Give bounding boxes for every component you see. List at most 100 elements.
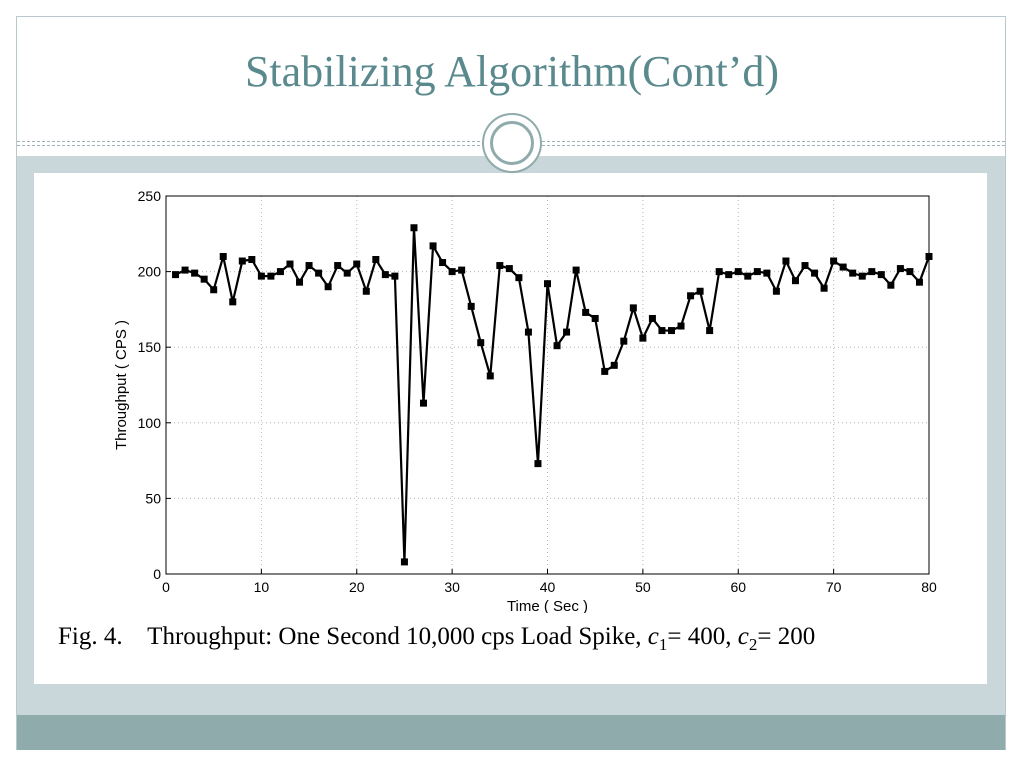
x-tick-label: 30: [444, 579, 460, 595]
data-point-marker: [362, 287, 370, 295]
data-point-marker: [210, 286, 218, 294]
data-point-marker: [524, 328, 532, 336]
x-tick-label: 80: [921, 579, 937, 595]
data-point-marker: [706, 327, 714, 335]
data-point-marker: [868, 268, 876, 276]
data-point-marker: [467, 302, 475, 310]
caption-fig-label: Fig. 4.: [58, 623, 123, 650]
data-point-marker: [915, 278, 923, 286]
caption-c2-var: c: [737, 623, 749, 650]
data-point-marker: [763, 269, 771, 277]
data-point-marker: [391, 272, 399, 280]
data-point-marker: [563, 328, 571, 336]
data-point-marker: [296, 278, 304, 286]
figure-panel: 0 10 20 30 40 50 60 70 80 0 50 100 150 200 250 Time ( …: [34, 173, 987, 684]
x-tick-label: 40: [540, 579, 556, 595]
series-throughput: [172, 224, 933, 566]
data-point-marker: [429, 242, 437, 250]
data-point-marker: [896, 265, 904, 273]
slide-title: Stabilizing Algorithm(Cont’d): [244, 47, 780, 96]
data-point-marker: [181, 266, 189, 274]
data-point-marker: [315, 269, 323, 277]
data-point-marker: [620, 337, 628, 345]
data-point-marker: [877, 271, 885, 279]
data-point-marker: [410, 224, 418, 232]
x-tick-label: 60: [730, 579, 746, 595]
data-point-marker: [658, 327, 666, 335]
data-point-marker: [734, 268, 742, 276]
data-point-marker: [219, 252, 227, 260]
caption-c1-sub: 1: [658, 635, 668, 654]
y-tick-label: 0: [153, 566, 161, 582]
data-point-marker: [782, 257, 790, 265]
data-point-marker: [534, 460, 542, 468]
data-point-marker: [839, 263, 847, 271]
data-point-marker: [372, 256, 380, 264]
data-point-marker: [324, 283, 332, 291]
caption-c2-sub: 2: [748, 635, 758, 654]
y-tick-label: 100: [138, 415, 162, 431]
data-point-marker: [505, 265, 513, 273]
data-point-marker: [887, 281, 895, 289]
data-point-marker: [544, 280, 551, 288]
data-point-marker: [772, 287, 780, 295]
data-point-marker: [276, 268, 284, 276]
data-point-marker: [400, 558, 408, 566]
data-point-marker: [353, 260, 361, 268]
y-tick-label: 150: [138, 339, 162, 355]
data-point-marker: [820, 284, 828, 292]
data-point-marker: [572, 266, 580, 274]
x-tick-label: 70: [826, 579, 842, 595]
data-point-marker: [334, 262, 342, 270]
x-tick-label: 20: [349, 579, 365, 595]
data-point-marker: [696, 287, 704, 295]
data-point-marker: [305, 262, 313, 270]
data-point-marker: [744, 272, 752, 280]
x-tick-label: 50: [635, 579, 651, 595]
figure-caption: Fig. 4. Throughput: One Second 10,000 cp…: [58, 623, 983, 655]
data-point-marker: [648, 314, 656, 322]
data-point-marker: [191, 269, 199, 277]
data-point-marker: [381, 271, 389, 279]
data-point-marker: [591, 314, 599, 322]
data-point-marker: [515, 274, 523, 282]
data-point-marker: [725, 271, 733, 279]
y-tick-label: 50: [145, 490, 161, 506]
data-point-marker: [477, 339, 485, 347]
data-point-marker: [753, 268, 761, 276]
throughput-chart: 0 10 20 30 40 50 60 70 80 0 50 100 150 200 250 Time ( …: [113, 188, 937, 613]
data-point-marker: [858, 272, 866, 280]
data-point-marker: [610, 361, 618, 369]
data-point-marker: [849, 269, 857, 277]
data-point-marker: [229, 298, 237, 306]
caption-c1-value: = 400,: [667, 623, 732, 650]
data-point-marker: [801, 262, 809, 270]
data-point-marker: [286, 260, 294, 268]
y-axis-label: Throughput ( CPS ): [113, 320, 130, 450]
data-point-marker: [343, 269, 351, 277]
data-point-marker: [906, 268, 914, 276]
data-point-marker: [639, 334, 647, 342]
data-point-marker: [811, 269, 819, 277]
title-ornament-circle-icon: [482, 113, 542, 173]
data-point-marker: [791, 277, 799, 285]
caption-c1-var: c: [647, 623, 659, 650]
data-point-marker: [267, 272, 275, 280]
y-tick-label: 200: [138, 264, 162, 280]
data-point-marker: [496, 262, 504, 270]
data-point-marker: [200, 275, 208, 283]
data-point-marker: [238, 257, 246, 265]
data-point-marker: [830, 257, 838, 265]
data-point-marker: [667, 327, 675, 335]
data-point-marker: [448, 268, 456, 276]
x-tick-label: 10: [254, 579, 270, 595]
data-point-marker: [486, 372, 494, 380]
data-point-marker: [601, 367, 609, 375]
footer-band: [17, 715, 1005, 750]
data-point-marker: [715, 268, 723, 276]
data-point-marker: [172, 271, 180, 279]
data-point-marker: [629, 304, 637, 312]
y-tick-label: 250: [138, 188, 162, 204]
series-line: [175, 226, 931, 564]
data-point-marker: [582, 308, 590, 316]
